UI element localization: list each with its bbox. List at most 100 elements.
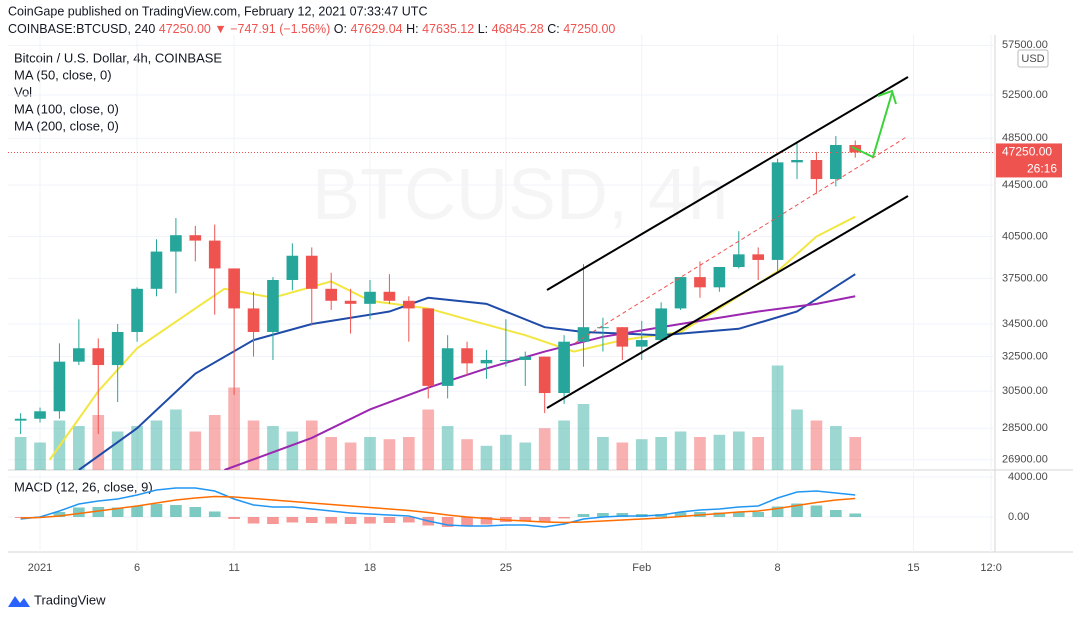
macd-histogram [480,517,493,525]
y-tick-label: 44500.00 [1002,179,1048,191]
candle-body [441,348,454,386]
legend-item: MA (100, close, 0) [14,101,119,116]
footer-logo[interactable]: TradingView [8,592,106,607]
candle-body [344,300,357,304]
volume-bar [674,431,687,470]
currency-box[interactable] [1017,49,1049,68]
volume-bar [402,437,415,470]
moving-average [48,215,856,461]
candle-body [500,359,512,361]
candle-body [247,308,260,332]
channel-lower [546,195,909,409]
volume-bar [732,431,745,470]
projection-arrow [851,92,893,159]
ohlc-value: 46845.28 [492,22,544,36]
volume-bar [480,445,493,470]
moving-average [224,295,856,470]
macd-signal [20,495,856,524]
y-tick-label: 37500.00 [1002,272,1048,284]
macd-histogram [53,512,66,517]
ohlc-label: C: [547,22,560,36]
candle-body [558,341,570,394]
macd-histogram [131,506,143,517]
volume-bar [208,415,221,470]
candle-body [150,251,163,289]
macd-histogram [461,517,473,526]
candle-body [170,235,182,252]
volume-bar [597,437,609,470]
y-tick-label: 57500.00 [1002,39,1048,51]
macd-histogram [364,517,376,524]
macd-histogram [92,507,105,517]
candle-body [694,277,706,288]
volume-bar [752,437,765,470]
candle-body [830,144,842,180]
volume-bar [830,426,842,470]
volume-bar [73,426,85,470]
candle-body [732,254,745,268]
volume-bar [791,409,803,470]
candle-body [286,255,299,280]
x-tick-label: 6 [134,562,140,574]
published: CoinGape published on TradingView.com, F… [8,4,427,18]
candle-body [674,277,687,309]
candle-body [461,348,473,364]
volume-bar [189,431,202,470]
ohlc-value: 47635.12 [422,22,474,36]
volume-bar [558,420,570,470]
volume-bar [14,437,27,470]
candle-body [305,255,318,289]
macd-histogram [267,517,279,524]
volume-bar [228,387,240,470]
volume-bar [616,442,629,470]
channel-upper [546,76,909,291]
ohlc-label: L: [478,22,488,36]
volume-bar [635,439,648,470]
macd-histogram [305,517,318,523]
macd-histogram [674,512,687,517]
macd-histogram [383,517,396,523]
macd-histogram [441,517,454,527]
candle-body [616,327,629,347]
macd-histogram [752,512,765,517]
currency: USD [1021,53,1044,65]
volume-bar [538,428,551,470]
ohlc-label: H: [406,22,419,36]
y-tick-label: 0.00 [1008,511,1029,523]
volume-bar [150,420,163,470]
volume-bar [92,415,105,470]
y-tick-label: 4000.00 [1008,471,1048,483]
macd-panel [8,472,995,552]
macd-histogram [247,517,260,524]
macd-macd [20,487,856,528]
macd-histogram [325,517,337,524]
macd-histogram [286,517,299,523]
candle-body [519,356,532,360]
y-tick-label: 48500.00 [1002,132,1048,144]
volume-bar [344,442,357,470]
watermark: BTCUSD, 4h [312,155,728,235]
volume-bar [383,439,396,470]
symbol-line: COINBASE:BTCUSD, 240 47250.00 ▼ −747.91 … [8,22,615,36]
macd-histogram [577,514,590,517]
candle-body [73,348,85,362]
logo-icon [8,596,30,607]
candle-body [752,254,765,260]
volume-bar [655,437,667,470]
candle-body [92,348,105,366]
x-tick-label: 25 [500,562,512,574]
candle-body [53,361,66,412]
macd-histogram [810,505,823,517]
y-tick-label: 30500.00 [1002,385,1048,397]
ohlc-value: 47629.04 [350,22,402,36]
volume-bar [305,420,318,470]
x-tick-label: Feb [632,562,651,574]
candle-body [131,288,143,332]
macd-histogram [771,506,784,517]
candle-body [208,240,221,269]
candle-body [402,300,415,309]
volume-bar [170,409,182,470]
candle-body [111,331,124,366]
symbol: COINBASE:BTCUSD, 240 [8,22,155,36]
footer-text: TradingView [34,592,106,607]
